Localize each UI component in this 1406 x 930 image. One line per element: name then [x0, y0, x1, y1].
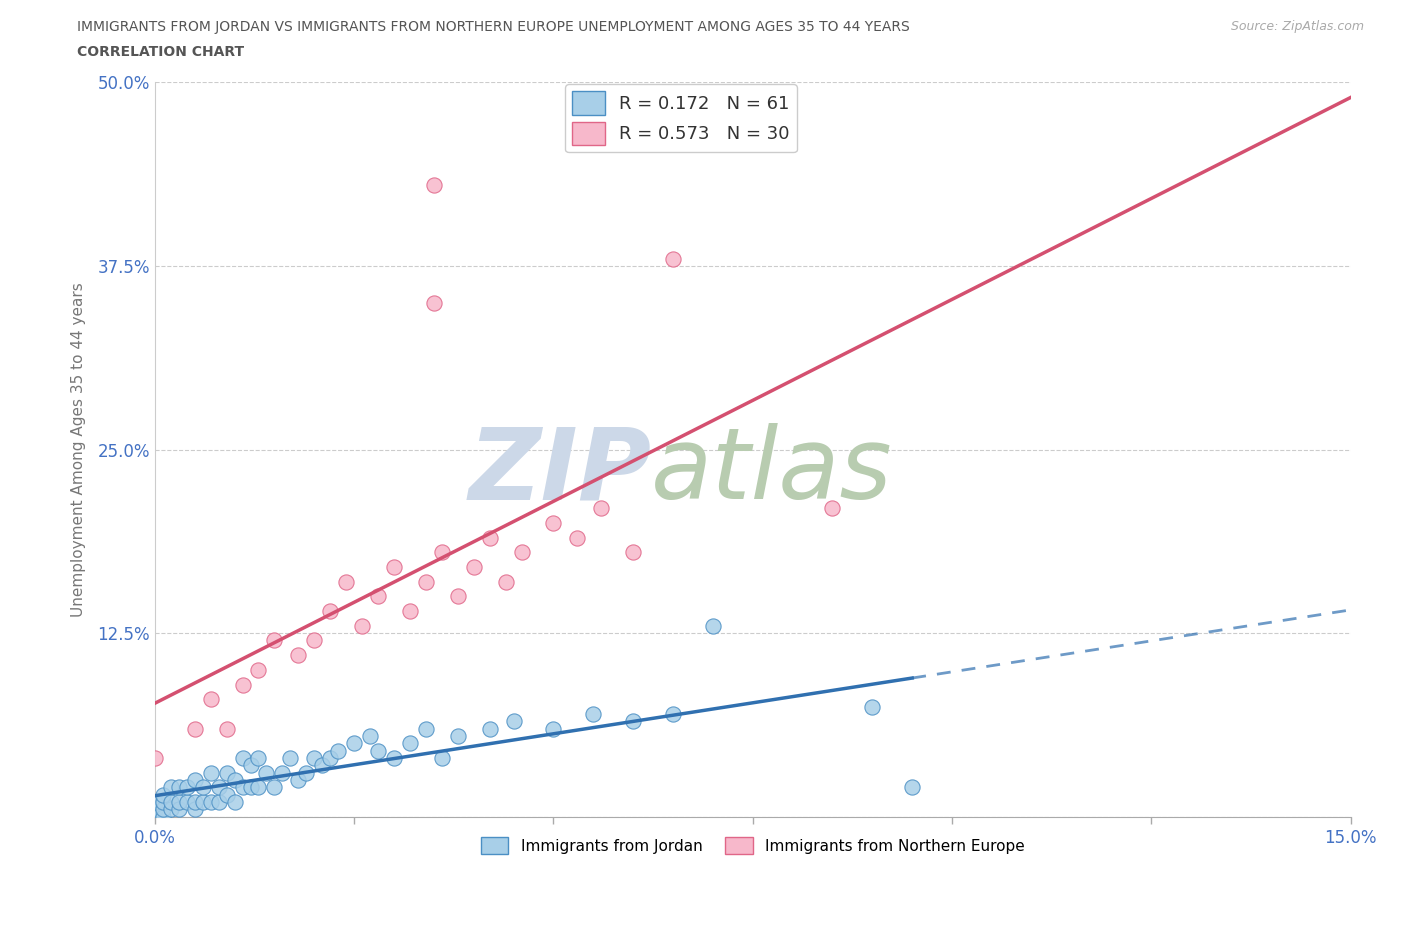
Point [191, 794, 214, 809]
Point [304, 751, 326, 765]
Point [143, 809, 166, 824]
Point [430, 751, 453, 765]
Point [304, 633, 326, 648]
Point [510, 545, 533, 560]
Point [382, 751, 405, 765]
Point [152, 787, 174, 802]
Point [621, 714, 644, 729]
Point [167, 780, 190, 795]
Point [231, 677, 253, 692]
Text: atlas: atlas [651, 423, 893, 520]
Point [447, 589, 470, 604]
Point [502, 714, 524, 729]
Point [152, 809, 174, 824]
Point [423, 296, 446, 311]
Point [399, 736, 422, 751]
Point [159, 780, 181, 795]
Point [215, 721, 238, 736]
Legend: Immigrants from Jordan, Immigrants from Northern Europe: Immigrants from Jordan, Immigrants from … [475, 830, 1031, 860]
Point [231, 751, 253, 765]
Point [382, 560, 405, 575]
Point [367, 589, 389, 604]
Point [399, 604, 422, 618]
Point [662, 251, 685, 266]
Point [280, 751, 302, 765]
Point [447, 728, 470, 743]
Point [367, 743, 389, 758]
Point [582, 707, 605, 722]
Point [143, 751, 166, 765]
Point [207, 794, 229, 809]
Point [247, 780, 270, 795]
Point [478, 530, 501, 545]
Point [215, 787, 238, 802]
Point [159, 794, 181, 809]
Point [495, 575, 517, 590]
Point [176, 794, 198, 809]
Point [343, 736, 366, 751]
Point [423, 178, 446, 193]
Point [463, 560, 485, 575]
Point [256, 765, 278, 780]
Point [287, 773, 309, 788]
Text: IMMIGRANTS FROM JORDAN VS IMMIGRANTS FROM NORTHERN EUROPE UNEMPLOYMENT AMONG AGE: IMMIGRANTS FROM JORDAN VS IMMIGRANTS FRO… [77, 20, 910, 34]
Point [224, 773, 246, 788]
Point [311, 758, 333, 773]
Point [478, 721, 501, 736]
Point [167, 794, 190, 809]
Point [200, 692, 222, 707]
Point [183, 802, 205, 817]
Point [143, 802, 166, 817]
Point [430, 545, 453, 560]
Point [247, 751, 270, 765]
Point [543, 515, 565, 530]
Point [621, 545, 644, 560]
Point [152, 794, 174, 809]
Point [176, 780, 198, 795]
Point [207, 780, 229, 795]
Point [239, 758, 262, 773]
Y-axis label: Unemployment Among Ages 35 to 44 years: Unemployment Among Ages 35 to 44 years [72, 282, 86, 617]
Point [263, 633, 285, 648]
Point [415, 721, 437, 736]
Point [567, 530, 589, 545]
Point [143, 794, 166, 809]
Point [167, 802, 190, 817]
Point [263, 780, 285, 795]
Point [352, 618, 374, 633]
Point [335, 575, 357, 590]
Point [200, 765, 222, 780]
Point [183, 721, 205, 736]
Text: ZIP: ZIP [468, 423, 651, 520]
Point [224, 794, 246, 809]
Point [359, 728, 381, 743]
Point [295, 765, 318, 780]
Point [702, 618, 724, 633]
Text: Source: ZipAtlas.com: Source: ZipAtlas.com [1230, 20, 1364, 33]
Point [200, 794, 222, 809]
Point [591, 501, 613, 516]
Point [662, 707, 685, 722]
Text: CORRELATION CHART: CORRELATION CHART [77, 45, 245, 59]
Point [191, 780, 214, 795]
Point [159, 802, 181, 817]
Point [215, 765, 238, 780]
Point [821, 501, 844, 516]
Point [247, 662, 270, 677]
Point [543, 721, 565, 736]
Point [319, 604, 342, 618]
Point [231, 780, 253, 795]
Point [287, 647, 309, 662]
Point [152, 802, 174, 817]
Point [328, 743, 350, 758]
Point [319, 751, 342, 765]
Point [183, 794, 205, 809]
Point [860, 699, 883, 714]
Point [271, 765, 294, 780]
Point [901, 780, 924, 795]
Point [415, 575, 437, 590]
Point [183, 773, 205, 788]
Point [239, 780, 262, 795]
